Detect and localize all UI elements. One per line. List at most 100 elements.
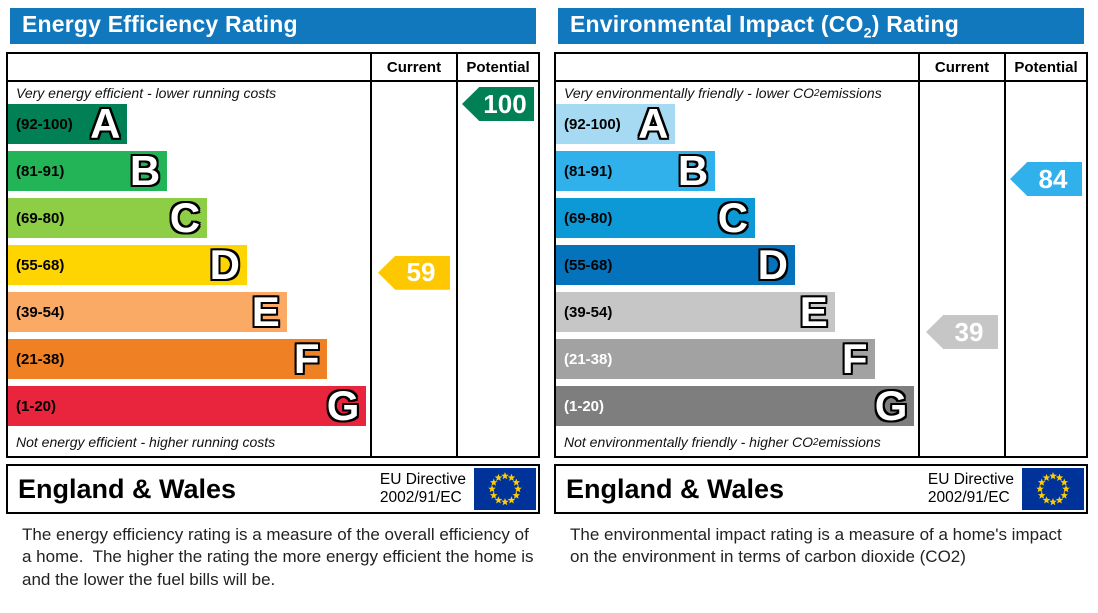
band-row: (21-38) F <box>556 335 918 382</box>
epc-rating-page: Energy Efficiency Rating Current Potenti… <box>6 8 1088 591</box>
potential-rating-arrow: 100 <box>462 87 534 121</box>
panel-environmental-impact: Environmental Impact (CO2) Rating Curren… <box>554 8 1088 591</box>
band-f: (21-38) F <box>8 335 327 382</box>
band-letter: E <box>799 288 828 335</box>
band-row: (69-80) C <box>556 194 918 241</box>
column-header-current: Current <box>370 54 456 80</box>
band-range: (55-68) <box>564 256 613 274</box>
band-range: (1-20) <box>564 397 605 415</box>
current-rating-arrow: 39 <box>926 315 998 349</box>
band-letter: G <box>874 382 908 429</box>
band-row: (55-68) D <box>556 241 918 288</box>
band-row: (39-54) E <box>556 288 918 335</box>
header-spacer <box>556 54 918 80</box>
band-letter: E <box>251 288 280 335</box>
footer-region: England & Wales <box>566 473 785 504</box>
band-letter: F <box>293 335 320 382</box>
band-row: (81-91) B <box>8 147 370 194</box>
panel-title: Energy Efficiency Rating <box>22 10 298 37</box>
eu-directive: EU Directive 2002/91/EC <box>928 471 1014 507</box>
band-range: (1-20) <box>16 397 57 415</box>
band-d: (55-68) D <box>8 241 247 288</box>
band-plot-area: Very environmentally friendly - lower CO… <box>556 82 918 456</box>
band-letter: C <box>169 194 201 241</box>
panel-title: Environmental Impact (CO2) Rating <box>570 10 959 42</box>
eu-directive-line2: 2002/91/EC <box>927 489 1010 506</box>
band-row: (55-68) D <box>8 241 370 288</box>
eu-flag-icon <box>1022 468 1084 510</box>
caption-top: Very environmentally friendly - lower CO… <box>564 85 882 101</box>
current-column: 39 <box>918 82 1004 456</box>
current-rating-arrow: 59 <box>378 255 450 290</box>
current-column: 59 <box>370 82 456 456</box>
band-row: (92-100) A <box>556 100 918 147</box>
band-row: (1-20) G <box>8 382 370 429</box>
eu-directive-line1: EU Directive <box>379 471 466 489</box>
band-range: (39-54) <box>564 303 613 321</box>
eu-directive-line2: 2002/91/EC <box>379 489 462 506</box>
environmental-chart: Current Potential Very environmentally f… <box>554 52 1088 458</box>
jurisdiction-footer: England & Wales EU Directive 2002/91/EC <box>6 464 540 514</box>
band-letter: D <box>209 241 240 288</box>
band-row: (81-91) B <box>556 147 918 194</box>
potential-column: 100 <box>456 82 538 456</box>
band-range: (92-100) <box>564 115 621 133</box>
band-plot-area: Very energy efficient - lower running co… <box>8 82 370 456</box>
footer-region: England & Wales <box>18 473 237 504</box>
band-range: (81-91) <box>16 162 65 180</box>
band-letter: C <box>717 194 749 241</box>
band-range: (69-80) <box>564 209 613 227</box>
energy-chart: Current Potential Very energy efficient … <box>6 52 540 458</box>
column-header-potential: Potential <box>456 54 538 80</box>
column-header-current: Current <box>918 54 1004 80</box>
band-range: (55-68) <box>16 256 65 274</box>
eu-directive-line1: EU Directive <box>927 471 1014 489</box>
chart-body: Very environmentally friendly - lower CO… <box>556 82 1086 456</box>
potential-rating-arrow: 84 <box>1010 162 1082 196</box>
jurisdiction-footer: England & Wales EU Directive 2002/91/EC <box>554 464 1088 514</box>
band-g: (1-20) G <box>8 382 367 429</box>
band-e: (39-54) E <box>556 288 835 335</box>
column-header-potential: Potential <box>1004 54 1086 80</box>
band-range: (21-38) <box>564 350 613 368</box>
caption-bottom: Not environmentally friendly - higher CO… <box>564 434 881 450</box>
eu-flag-icon <box>474 468 536 510</box>
band-letter: A <box>90 100 121 147</box>
band-c: (69-80) C <box>8 194 208 241</box>
environmental-title-bar: Environmental Impact (CO2) Rating <box>558 8 1084 44</box>
band-f: (21-38) F <box>556 335 875 382</box>
band-a: (92-100) A <box>556 100 676 147</box>
eu-directive: EU Directive 2002/91/EC <box>380 471 466 507</box>
band-g: (1-20) G <box>556 382 915 429</box>
band-letter: A <box>638 100 669 147</box>
band-letter: F <box>841 335 868 382</box>
band-letter: D <box>757 241 788 288</box>
band-b: (81-91) B <box>556 147 716 194</box>
band-letter: G <box>326 382 360 429</box>
chart-body: Very energy efficient - lower running co… <box>8 82 538 456</box>
band-range: (69-80) <box>16 209 65 227</box>
band-range: (81-91) <box>564 162 613 180</box>
potential-column: 84 <box>1004 82 1086 456</box>
band-b: (81-91) B <box>8 147 168 194</box>
energy-description: The energy efficiency rating is a measur… <box>22 525 539 589</box>
caption-bottom: Not energy efficient - higher running co… <box>16 434 276 450</box>
band-a: (92-100) A <box>8 100 128 147</box>
band-e: (39-54) E <box>8 288 287 335</box>
band-range: (92-100) <box>16 115 73 133</box>
band-row: (69-80) C <box>8 194 370 241</box>
band-letter: B <box>677 147 709 194</box>
band-row: (92-100) A <box>8 100 370 147</box>
band-c: (69-80) C <box>556 194 756 241</box>
band-row: (1-20) G <box>556 382 918 429</box>
environmental-description: The environmental impact rating is a mea… <box>570 525 1067 567</box>
panel-energy-efficiency: Energy Efficiency Rating Current Potenti… <box>6 8 540 591</box>
chart-header-row: Current Potential <box>556 54 1086 82</box>
band-letter: B <box>129 147 161 194</box>
band-row: (21-38) F <box>8 335 370 382</box>
energy-title-bar: Energy Efficiency Rating <box>10 8 536 44</box>
band-range: (39-54) <box>16 303 65 321</box>
caption-top: Very energy efficient - lower running co… <box>16 85 277 101</box>
band-row: (39-54) E <box>8 288 370 335</box>
header-spacer <box>8 54 370 80</box>
